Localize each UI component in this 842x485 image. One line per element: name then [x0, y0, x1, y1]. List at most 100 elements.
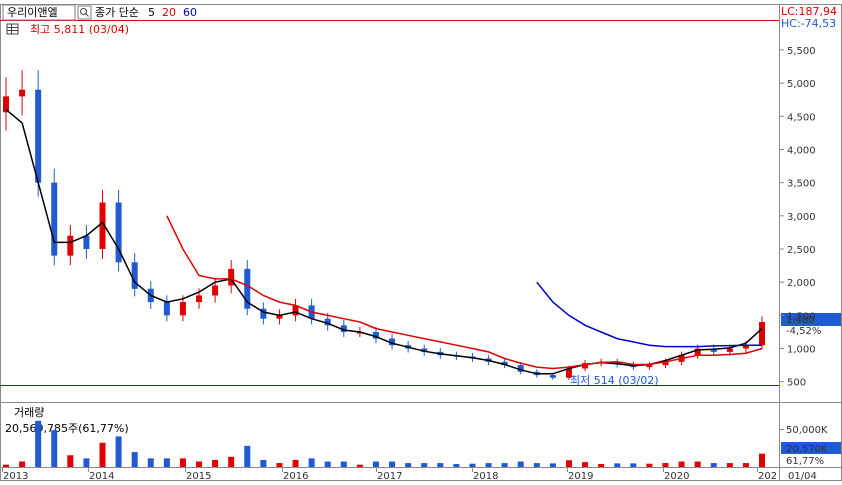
volume-bar: [501, 463, 508, 467]
stock-name-box[interactable]: [2, 4, 76, 21]
candle-body: [421, 348, 428, 352]
volume-bar: [292, 459, 299, 467]
candle-body: [99, 202, 106, 249]
volume-scale-label: 50,000K: [786, 425, 828, 436]
volume-bar: [372, 461, 379, 467]
table-icon[interactable]: [6, 23, 19, 35]
volume-bar: [517, 461, 524, 467]
ma-period-5: 5: [148, 6, 155, 19]
low-marker: 최저 514 (03/02): [570, 374, 659, 387]
ma-period-20: 20: [162, 6, 176, 19]
volume-bar: [646, 463, 653, 467]
candle-body: [662, 361, 669, 366]
candle-body: [694, 348, 701, 356]
candle-body: [179, 302, 186, 316]
volume-bar: [614, 463, 621, 467]
price-tick-label: 4,500: [787, 112, 816, 123]
search-button[interactable]: [77, 5, 92, 20]
price-tick-label: 2,500: [787, 245, 816, 256]
volume-bar: [244, 445, 251, 467]
price-axis-ticks: 500 1,000 1,500 2,000 2,500 3,000 3,500 4,000 4,…: [780, 46, 816, 389]
current-volume: 20,570K: [786, 444, 828, 455]
candle-body: [228, 268, 235, 286]
volume-bar: [598, 464, 605, 467]
candle-body: [260, 308, 267, 319]
volume-bar: [147, 458, 154, 467]
volume-bar: [276, 463, 283, 467]
x-label-2019: 2019: [568, 471, 593, 482]
candle-body: [549, 375, 556, 378]
volume-bar: [340, 461, 347, 467]
ma-line-5: [5, 109, 763, 375]
search-icon: [80, 8, 87, 15]
volume-bar: [549, 463, 556, 467]
candle-body: [115, 202, 122, 263]
volume-bar: [421, 463, 428, 467]
price-tick-label: 5,000: [787, 79, 816, 90]
volume-bar: [179, 458, 186, 467]
volume-bar: [131, 452, 138, 467]
volume-bar: [324, 461, 331, 467]
x-label-2015: 2015: [186, 471, 211, 482]
price-tick-label: 2,000: [787, 278, 816, 289]
volume-bar: [469, 463, 476, 467]
volume-bar: [389, 461, 396, 467]
volume-bar: [533, 463, 540, 467]
x-label-2017: 2017: [377, 471, 402, 482]
candle-body: [759, 322, 765, 346]
price-tick-label: 500: [787, 378, 806, 389]
current-volume-badge: [781, 442, 841, 454]
volume-bar: [694, 461, 701, 467]
volume-bar: [662, 463, 669, 467]
outer-frame: [0, 4, 842, 481]
x-label-2013: 2013: [3, 471, 28, 482]
price-tick-label: 1,000: [787, 345, 816, 356]
candle-body: [372, 331, 379, 339]
volume-bar: [3, 464, 9, 467]
candle-body: [3, 96, 9, 113]
stock-name: 우리이앤엘: [7, 6, 58, 19]
volume-bar: [99, 442, 106, 467]
volume-bar: [742, 463, 749, 467]
candle-body: [276, 315, 283, 319]
price-tick-label: 4,000: [787, 145, 816, 156]
volume-bar: [405, 463, 412, 467]
candle-body: [67, 235, 74, 256]
volume-bar: [308, 458, 315, 467]
volume-bar: [35, 420, 42, 467]
volume-bar: [228, 456, 235, 467]
price-tick-label: 5,500: [787, 46, 816, 57]
volume-bar: [565, 460, 572, 467]
current-price: 1,480: [786, 315, 815, 326]
candle-body: [19, 89, 26, 97]
candle-body: [83, 235, 90, 249]
candle-body: [244, 268, 251, 309]
volume-title: 거래량: [14, 406, 44, 419]
candle-body: [212, 285, 219, 296]
x-label-2020: 2020: [664, 471, 689, 482]
volume-bar: [582, 462, 589, 467]
ma-label: 종가 단순: [95, 6, 139, 19]
candle-body: [131, 262, 138, 289]
lc-label: LC:187,94: [781, 5, 837, 18]
candle-body: [646, 365, 653, 368]
search-icon-handle: [85, 13, 89, 17]
price-tick-label: 3,000: [787, 212, 816, 223]
ma-line-60: [536, 281, 762, 348]
x-label-202: 202: [758, 471, 777, 482]
ma-line-20: [166, 215, 763, 370]
volume-bar: [356, 464, 363, 467]
volume-bar: [51, 430, 58, 467]
volume-bar: [759, 453, 765, 467]
volume-bar: [437, 463, 444, 467]
volume-bar: [163, 458, 170, 467]
current-volume-pct: 61,77%: [786, 456, 824, 467]
candle-body: [163, 302, 170, 316]
candle-body: [389, 338, 396, 346]
candle-body: [51, 182, 58, 256]
candle-body: [710, 348, 717, 352]
candle-body: [340, 325, 347, 332]
x-label-2014: 2014: [89, 471, 114, 482]
